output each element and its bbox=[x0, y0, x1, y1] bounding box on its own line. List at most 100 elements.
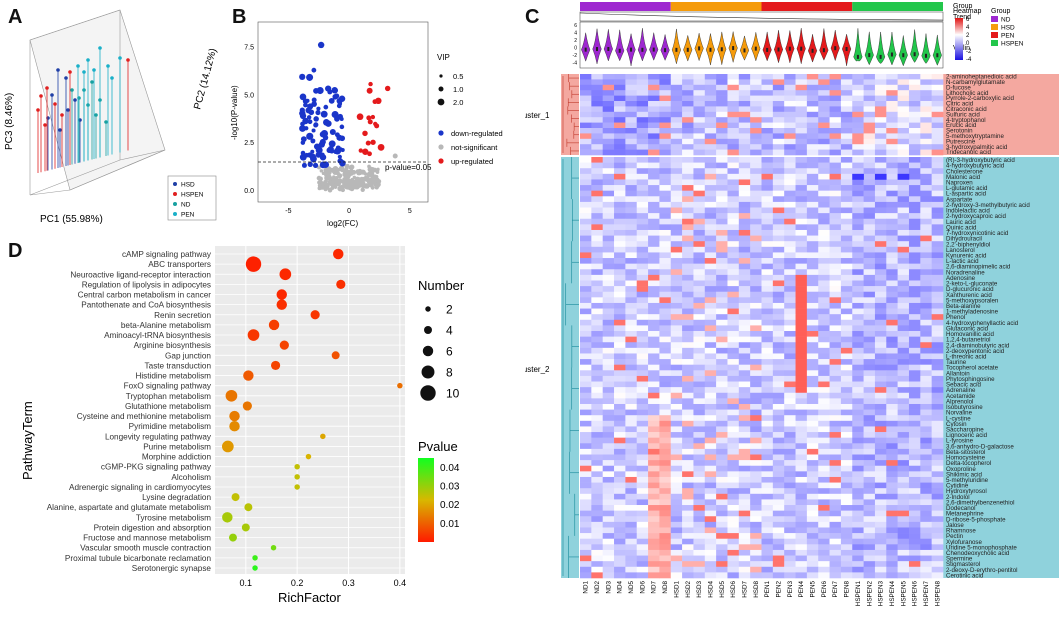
heatmap-cell bbox=[636, 314, 649, 321]
heatmap-cell bbox=[716, 218, 728, 225]
heatmap-cell bbox=[682, 224, 694, 231]
heatmap-cell bbox=[704, 420, 717, 427]
heatmap-cell bbox=[908, 387, 921, 394]
heatmap-cell bbox=[852, 336, 864, 343]
heatmap-cell bbox=[614, 258, 626, 264]
heatmap-cell bbox=[852, 149, 864, 156]
heatmap-cell bbox=[716, 482, 728, 489]
heatmap-cell bbox=[897, 133, 910, 140]
heatmap-cell bbox=[636, 122, 649, 129]
heatmap-cell bbox=[840, 173, 853, 180]
volcano-point bbox=[354, 183, 359, 188]
heatmap-cell bbox=[648, 420, 660, 427]
heatmap-cell bbox=[908, 549, 921, 556]
heatmap-cell bbox=[750, 538, 762, 545]
metabolite-label: Homovanillic acid bbox=[946, 331, 994, 338]
heatmap-cell bbox=[897, 241, 910, 248]
heatmap-cell bbox=[636, 297, 649, 304]
heatmap-cell bbox=[886, 84, 898, 91]
heatmap-cell bbox=[602, 280, 615, 287]
volcano-point bbox=[300, 150, 306, 156]
heatmap-cell bbox=[750, 111, 762, 118]
heatmap-cell bbox=[682, 74, 694, 80]
panel-label-d: D bbox=[8, 240, 23, 262]
heatmap-cell bbox=[818, 224, 830, 231]
heatmap-cell bbox=[920, 224, 932, 231]
heatmap-cell bbox=[682, 572, 694, 579]
heatmap-cell bbox=[931, 359, 944, 365]
heatmap-cell bbox=[704, 252, 717, 259]
group-bar-segment bbox=[761, 2, 853, 11]
heatmap-cell bbox=[818, 359, 830, 365]
heatmap-cell bbox=[761, 392, 774, 399]
volcano-point bbox=[368, 81, 373, 87]
heatmap-cell bbox=[591, 510, 603, 517]
heatmap-cell bbox=[920, 437, 932, 444]
heatmap-cell bbox=[908, 375, 921, 382]
heatmap-cell bbox=[648, 476, 660, 483]
heatmap-cell bbox=[659, 111, 672, 118]
heatmap-cell bbox=[874, 476, 887, 483]
violin-box bbox=[698, 46, 701, 51]
heatmap-cell bbox=[886, 471, 898, 478]
heatmap-cell bbox=[920, 185, 932, 191]
volcano-point bbox=[330, 185, 335, 190]
heatmap-cell bbox=[908, 359, 921, 365]
heatmap-cell bbox=[659, 370, 672, 377]
heatmap-cell bbox=[852, 538, 864, 545]
heatmap-cell bbox=[818, 74, 830, 80]
heatmap-cell bbox=[886, 291, 898, 298]
heatmap-cell bbox=[874, 527, 887, 534]
heatmap-cell bbox=[591, 370, 603, 377]
heatmap-cell bbox=[716, 331, 728, 337]
heatmap-cell bbox=[727, 443, 740, 450]
heatmap-cell bbox=[784, 173, 796, 180]
heatmap-cell bbox=[693, 409, 706, 416]
heatmap-cell bbox=[886, 235, 898, 242]
heatmap-cell bbox=[738, 286, 751, 293]
heatmap-cell bbox=[931, 527, 944, 534]
heatmap-cell bbox=[716, 157, 728, 163]
heatmap-cell bbox=[580, 269, 592, 276]
heatmap-cell bbox=[761, 544, 774, 551]
heatmap-cell bbox=[750, 263, 762, 270]
heatmap-cell bbox=[648, 101, 660, 107]
heatmap-cell bbox=[682, 415, 694, 422]
heatmap-cell bbox=[580, 409, 592, 416]
sample-label: ND8 bbox=[662, 581, 669, 594]
heatmap-cell bbox=[874, 403, 887, 410]
heatmap-cell bbox=[648, 325, 660, 332]
heatmap-cell bbox=[784, 561, 796, 568]
heatmap-cell bbox=[852, 207, 864, 214]
heatmap-cell bbox=[863, 392, 876, 399]
heatmap-cell bbox=[829, 274, 842, 281]
metabolite-label: Tocopherol acetate bbox=[946, 365, 999, 372]
heatmap-cell bbox=[602, 297, 615, 304]
heatmap-cell bbox=[772, 263, 785, 270]
pathway-term: cGMP-PKG signaling pathway bbox=[101, 463, 212, 472]
heatmap-cell bbox=[840, 544, 853, 551]
heatmap-cell bbox=[863, 370, 876, 377]
volcano-point bbox=[319, 131, 326, 138]
heatmap-cell bbox=[704, 364, 717, 371]
volcano-point bbox=[320, 110, 328, 118]
heatmap-cell bbox=[863, 224, 876, 231]
heatmap-cell bbox=[625, 499, 638, 506]
heatmap-cell bbox=[659, 314, 672, 321]
heatmap-cell bbox=[716, 499, 728, 506]
metabolite-label: Pyrrole-2-carboxylic acid bbox=[946, 95, 1014, 102]
heatmap-cell bbox=[840, 331, 853, 337]
heatmap-cell bbox=[852, 297, 864, 304]
heatmap-cell bbox=[806, 392, 819, 399]
heatmap-cell bbox=[908, 302, 921, 309]
heatmap-cell bbox=[704, 347, 717, 354]
heatmap-cell bbox=[625, 359, 638, 365]
heatmap-cell bbox=[908, 196, 921, 203]
heatmap-cell bbox=[716, 505, 728, 511]
heatmap-cell bbox=[931, 319, 944, 326]
heatmap-scale-tick: 0 bbox=[966, 41, 970, 47]
heatmap-cell bbox=[670, 144, 683, 150]
heatmap-cell bbox=[614, 392, 626, 399]
heatmap-cell bbox=[806, 325, 819, 332]
heatmap-cell bbox=[806, 196, 819, 203]
